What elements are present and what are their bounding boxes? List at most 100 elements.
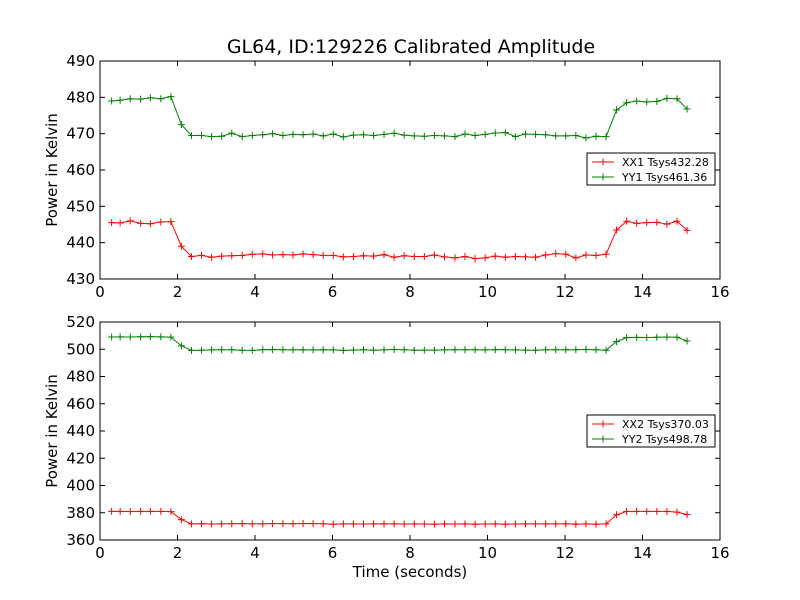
data-point bbox=[451, 346, 459, 354]
data-point bbox=[521, 520, 529, 528]
data-point bbox=[259, 250, 267, 258]
data-point bbox=[552, 250, 560, 258]
data-point bbox=[187, 252, 195, 260]
data-point bbox=[633, 97, 641, 105]
data-point bbox=[643, 219, 651, 227]
data-point bbox=[643, 507, 651, 515]
x-tick-label: 12 bbox=[555, 544, 574, 562]
data-point bbox=[562, 250, 570, 258]
data-point bbox=[400, 520, 408, 528]
data-point bbox=[491, 252, 499, 260]
data-point bbox=[481, 346, 489, 354]
data-point bbox=[410, 520, 418, 528]
data-point bbox=[380, 346, 388, 354]
data-point bbox=[198, 131, 206, 139]
data-point bbox=[623, 507, 631, 515]
data-point bbox=[390, 253, 398, 261]
data-point bbox=[572, 131, 580, 139]
data-point bbox=[259, 520, 267, 528]
data-point bbox=[532, 346, 540, 354]
data-point bbox=[360, 252, 367, 260]
data-point bbox=[228, 520, 236, 528]
data-point bbox=[602, 250, 610, 258]
data-point bbox=[572, 254, 580, 262]
data-point bbox=[157, 507, 165, 515]
data-point bbox=[238, 346, 246, 354]
data-point bbox=[481, 254, 489, 262]
data-point bbox=[370, 131, 378, 139]
series-line bbox=[111, 220, 688, 260]
data-point bbox=[339, 346, 347, 354]
data-point bbox=[673, 333, 681, 341]
data-point bbox=[279, 520, 287, 528]
data-point bbox=[279, 251, 287, 259]
data-point bbox=[137, 333, 145, 341]
data-point bbox=[592, 251, 600, 259]
data-point bbox=[329, 130, 337, 138]
data-point bbox=[613, 226, 621, 234]
data-point bbox=[116, 219, 124, 227]
data-point bbox=[501, 253, 509, 261]
series-line bbox=[111, 96, 688, 139]
data-point bbox=[339, 520, 347, 528]
data-point bbox=[339, 253, 347, 261]
data-point bbox=[329, 251, 337, 259]
data-point bbox=[218, 132, 226, 140]
data-point bbox=[663, 94, 671, 102]
data-point bbox=[177, 121, 185, 129]
data-point bbox=[370, 252, 378, 260]
y-tick-label: 380 bbox=[66, 504, 95, 522]
data-point bbox=[268, 251, 276, 259]
data-point bbox=[228, 129, 236, 137]
data-point bbox=[501, 129, 509, 137]
data-point bbox=[451, 133, 459, 141]
chart-title: GL64, ID:129226 Calibrated Amplitude bbox=[227, 36, 595, 58]
x-tick-label: 2 bbox=[173, 544, 183, 562]
data-point bbox=[187, 346, 195, 354]
data-point bbox=[511, 133, 519, 141]
data-point bbox=[390, 346, 398, 354]
y-tick-label: 490 bbox=[66, 52, 95, 70]
x-tick-label: 4 bbox=[250, 283, 260, 301]
legend-marker bbox=[599, 435, 607, 443]
data-point bbox=[491, 520, 499, 528]
series-1 bbox=[108, 507, 691, 528]
data-point bbox=[228, 346, 236, 354]
x-tick-label: 0 bbox=[95, 544, 105, 562]
data-point bbox=[430, 251, 438, 259]
data-point bbox=[108, 219, 116, 227]
data-point bbox=[451, 520, 459, 528]
legend: XX2 Tsys370.03 YY2 Tsys498.78 bbox=[586, 414, 716, 448]
data-point bbox=[360, 346, 367, 354]
x-tick-label: 2 bbox=[173, 283, 183, 301]
y-tick-label: 480 bbox=[66, 88, 95, 106]
data-point bbox=[613, 106, 621, 114]
series-2 bbox=[108, 93, 691, 142]
data-point bbox=[299, 346, 307, 354]
data-point bbox=[259, 131, 267, 139]
data-point bbox=[673, 95, 681, 103]
data-point bbox=[137, 219, 145, 227]
y-tick-label: 430 bbox=[66, 270, 95, 288]
data-point bbox=[177, 342, 185, 350]
data-point bbox=[289, 251, 297, 259]
data-point bbox=[602, 520, 610, 528]
data-point bbox=[653, 97, 661, 105]
y-tick-label: 480 bbox=[66, 368, 95, 386]
data-point bbox=[521, 346, 529, 354]
data-point bbox=[319, 346, 327, 354]
data-point bbox=[440, 346, 448, 354]
data-point bbox=[157, 218, 165, 226]
data-point bbox=[592, 132, 600, 140]
legend-entry-label: YY1 Tsys461.36 bbox=[621, 171, 707, 184]
data-point bbox=[532, 253, 540, 261]
data-point bbox=[279, 346, 287, 354]
y-tick-label: 460 bbox=[66, 395, 95, 413]
x-tick-label: 10 bbox=[478, 283, 497, 301]
data-point bbox=[461, 346, 469, 354]
data-point bbox=[683, 226, 691, 234]
data-point bbox=[108, 97, 116, 105]
data-point bbox=[349, 346, 357, 354]
data-point bbox=[299, 520, 307, 528]
data-point bbox=[268, 346, 276, 354]
